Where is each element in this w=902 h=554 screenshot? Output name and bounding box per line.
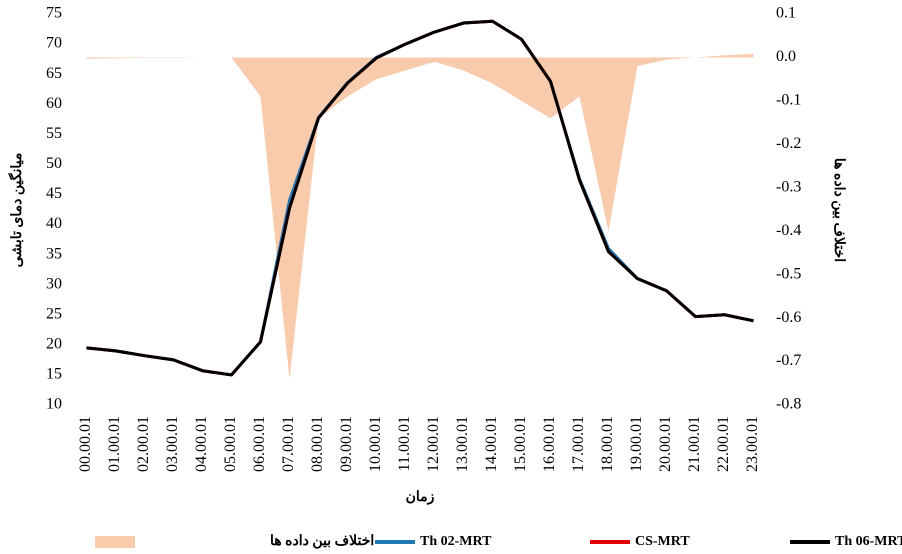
x-tick-label: 05.00.01 [222, 416, 239, 472]
legend-label: Th 02-MRT [420, 534, 492, 549]
x-tick-label: 04.00.01 [193, 416, 210, 472]
x-tick-label: 03.00.01 [164, 416, 181, 472]
x-tick-label: 15.00.01 [512, 416, 529, 472]
line [86, 19, 754, 377]
x-tick-label: 06.00.01 [251, 416, 268, 472]
y-tick-label: 75 [46, 5, 62, 22]
x-tick-label: 19.00.01 [628, 416, 645, 472]
x-tick-label: 22.00.01 [715, 416, 732, 472]
y-tick-label: 60 [46, 95, 62, 112]
x-axis-title: زمان [406, 490, 435, 505]
x-tick-label: 02.00.01 [135, 416, 152, 472]
x-tick-label: 12.00.01 [425, 416, 442, 472]
y-tick-label: 10 [46, 396, 62, 413]
y-tick-label: 65 [46, 65, 62, 82]
y2-tick-label: -0.3 [776, 178, 801, 195]
x-tick-label: 14.00.01 [483, 416, 500, 472]
y-tick-label: 50 [46, 155, 62, 172]
y-tick-label: 40 [46, 215, 62, 232]
y-tick-label: 30 [46, 275, 62, 292]
y-tick-label: 70 [46, 35, 62, 52]
y2-tick-label: -0.7 [776, 352, 801, 369]
x-tick-label: 07.00.01 [280, 416, 297, 472]
line [86, 19, 754, 377]
y2-tick-label: -0.8 [776, 396, 801, 413]
legend-label: اختلاف بین داده ها [270, 534, 374, 549]
x-tick-label: 13.00.01 [454, 416, 471, 472]
line [86, 19, 754, 377]
x-tick-label: 10.00.01 [367, 416, 384, 472]
x-tick-label: 01.00.01 [106, 416, 123, 472]
y2-tick-label: -0.4 [776, 222, 801, 239]
x-tick-label: 21.00.01 [686, 416, 703, 472]
x-tick-label: 18.00.01 [599, 416, 616, 472]
legend-label: CS-MRT [635, 534, 690, 549]
area [86, 53, 754, 379]
y2-tick-label: -0.2 [776, 135, 801, 152]
y2-axis-title: اختلاف بین داده ها [831, 158, 846, 262]
y-tick-label: 35 [46, 245, 62, 262]
y-tick-label: 25 [46, 305, 62, 322]
y2-tick-label: 0.0 [776, 48, 796, 65]
y-axis-title: میانگین دمای تابشی [8, 153, 25, 268]
x-tick-label: 09.00.01 [338, 416, 355, 472]
y2-tick-label: -0.1 [776, 92, 801, 109]
x-tick-label: 20.00.01 [657, 416, 674, 472]
x-tick-label: 00.00.01 [77, 416, 94, 472]
x-tick-label: 16.00.01 [541, 416, 558, 472]
y-tick-label: 20 [46, 336, 62, 353]
y2-tick-label: -0.5 [776, 265, 801, 282]
x-tick-label: 11.00.01 [396, 416, 413, 471]
y-tick-label: 55 [46, 125, 62, 142]
x-tick-label: 17.00.01 [570, 416, 587, 472]
y2-tick-label: -0.6 [776, 309, 801, 326]
x-tick-label: 08.00.01 [309, 416, 326, 472]
y2-tick-label: 0.1 [776, 5, 796, 22]
legend-swatch [95, 536, 135, 548]
x-tick-label: 23.00.01 [744, 416, 761, 472]
legend-label: Th 06-MRT [835, 534, 902, 549]
y-tick-label: 15 [46, 366, 62, 383]
y-tick-label: 45 [46, 185, 62, 202]
